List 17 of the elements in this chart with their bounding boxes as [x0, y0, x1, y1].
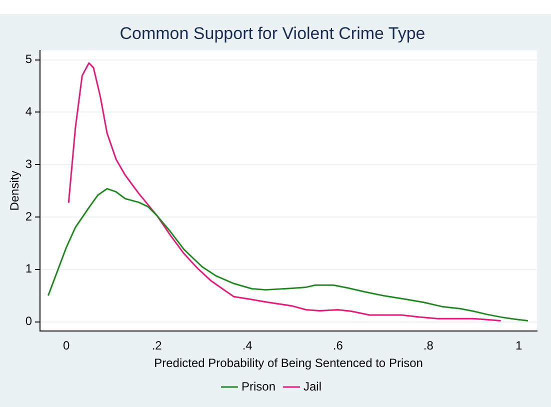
y-tick-label: 3	[25, 156, 32, 171]
legend-label: Prison	[241, 379, 276, 394]
x-tick-label: .2	[152, 338, 162, 353]
x-tick-label: .6	[332, 338, 344, 353]
x-tick-label: 0	[62, 338, 70, 353]
x-tick-label: .4	[242, 338, 253, 353]
y-axis-title: Density	[8, 170, 22, 211]
legend-label: Jail	[304, 379, 322, 394]
y-tick-label: 2	[25, 209, 32, 224]
x-axis-title: Predicted Probability of Being Sentenced to Prison	[154, 356, 423, 370]
y-tick-label: 0	[25, 314, 32, 328]
y-tick-label: 4	[25, 104, 32, 119]
x-tick-label: 1	[516, 338, 523, 353]
y-tick-label: 5	[25, 52, 32, 66]
x-tick-label: .8	[423, 338, 434, 353]
y-tick-label: 1	[25, 262, 32, 276]
chart-title: Common Support for Violent Crime Type	[120, 24, 426, 43]
